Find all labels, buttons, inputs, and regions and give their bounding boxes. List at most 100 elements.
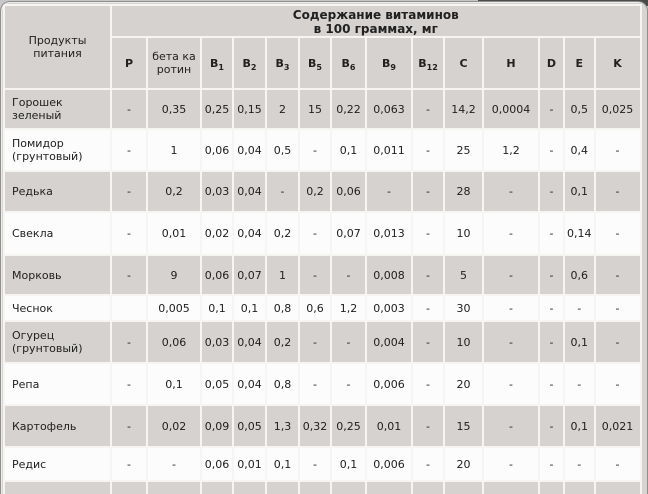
product-cell: Редис (5, 448, 110, 480)
value-cell: 1 (267, 256, 298, 294)
empty-cell (595, 482, 640, 494)
value-cell: - (413, 90, 443, 128)
value-cell: - (484, 322, 538, 362)
value-cell: 0,1 (565, 322, 594, 362)
column-header-B9: B9 (367, 38, 411, 88)
group-header-line1: Содержание витаминов (292, 8, 459, 22)
value-cell: - (484, 364, 538, 404)
value-cell: 0,01 (234, 448, 265, 480)
value-cell: - (540, 296, 563, 320)
value-cell: 5 (445, 256, 482, 294)
value-cell: - (595, 130, 640, 170)
column-header-C: C (445, 38, 482, 88)
column-header-subscript: 9 (390, 62, 396, 72)
value-cell: 0,03 (202, 172, 232, 211)
table-header-row-1: Продукты питания Содержание витаминов в … (5, 6, 640, 88)
value-cell: 0,025 (595, 90, 640, 128)
table-row: Редис - -0,06 0,01 0,1-0,1 0,006-20- - - - (5, 448, 640, 480)
value-cell: - (267, 172, 298, 211)
value-cell: - (484, 448, 538, 480)
vitamins-group-header: Содержание витаминов в 100 граммах, мг (112, 6, 640, 36)
column-header-subscript: 1 (218, 62, 224, 72)
empty-cell (367, 482, 411, 494)
value-cell: - (413, 256, 443, 294)
value-cell: - (112, 90, 146, 128)
column-header-бета каротин: бета каротин (148, 38, 200, 88)
column-header-B3: B3 (267, 38, 298, 88)
value-cell: 0,02 (202, 213, 232, 254)
value-cell: 0,004 (367, 322, 411, 362)
value-cell: - (540, 322, 563, 362)
empty-cell (484, 482, 538, 494)
value-cell: 0,14 (565, 213, 594, 254)
value-cell: - (300, 213, 330, 254)
product-cell: Свекла (5, 213, 110, 254)
value-cell: - (540, 213, 563, 254)
table-row: Картофель -0,02 0,09 0,05 1,3 0,32 0,25 0,01-15… (5, 406, 640, 446)
value-cell: 30 (445, 296, 482, 320)
column-header-subscript: 2 (250, 62, 257, 72)
table-row: Горошек зеленый -0,35 0,25 0,15 2 15 0,22 0,063… (5, 90, 640, 128)
value-cell: - (112, 213, 146, 254)
column-header-subscript: 6 (349, 62, 356, 72)
column-header-subscript: 12 (426, 62, 438, 72)
empty-cell (234, 482, 265, 494)
table-row: Огурец (грунтовый) -0,06 0,03 0,04 0,2- -0,00… (5, 322, 640, 362)
value-cell: 0,15 (234, 90, 265, 128)
value-cell: 0,5 (565, 90, 594, 128)
empty-cell (112, 482, 146, 494)
value-cell: 0,008 (367, 256, 411, 294)
column-header-K: K (595, 38, 640, 88)
products-column-header: Продукты питания (5, 6, 110, 88)
value-cell: 1 (148, 130, 200, 170)
value-cell: - (413, 406, 443, 446)
empty-cell (413, 482, 443, 494)
value-cell: - (595, 364, 640, 404)
value-cell: 0,8 (267, 296, 298, 320)
value-cell: - (300, 448, 330, 480)
value-cell: - (595, 296, 640, 320)
column-header-subscript: 3 (283, 62, 290, 72)
product-cell: Редька (5, 172, 110, 211)
value-cell: 0,0004 (484, 90, 538, 128)
group-header-line2: в 100 граммах, мг (313, 22, 438, 36)
value-cell: 28 (445, 172, 482, 211)
column-header-B1: B1 (202, 38, 232, 88)
value-cell: - (540, 448, 563, 480)
value-cell: - (595, 256, 640, 294)
value-cell: 0,1 (332, 130, 365, 170)
value-cell: 0,1 (267, 448, 298, 480)
value-cell: 0,4 (565, 130, 594, 170)
value-cell: - (300, 130, 330, 170)
empty-cell (332, 482, 365, 494)
value-cell: 0,03 (202, 322, 232, 362)
value-cell: - (367, 172, 411, 211)
value-cell: 0,06 (148, 322, 200, 362)
value-cell: - (595, 213, 640, 254)
value-cell: - (484, 172, 538, 211)
column-header-B6: B6 (332, 38, 365, 88)
value-cell: 0,05 (202, 364, 232, 404)
value-cell: - (300, 364, 330, 404)
column-header-E: E (565, 38, 594, 88)
value-cell: 0,01 (367, 406, 411, 446)
value-cell: 0,063 (367, 90, 411, 128)
value-cell: 0,003 (367, 296, 411, 320)
value-cell: - (332, 322, 365, 362)
value-cell: - (540, 256, 563, 294)
value-cell: - (112, 448, 146, 480)
value-cell: 0,04 (234, 172, 265, 211)
value-cell: 0,32 (300, 406, 330, 446)
table-row: Свекла -0,01 0,02 0,04 0,2-0,07 0,013-10- -0,1… (5, 213, 640, 254)
value-cell: 0,02 (148, 406, 200, 446)
vitamins-table-wrapper: Продукты питания Содержание витаминов в … (3, 4, 642, 494)
value-cell: - (112, 172, 146, 211)
value-cell: 0,01 (148, 213, 200, 254)
column-header-D: D (540, 38, 563, 88)
value-cell: 0,006 (367, 448, 411, 480)
value-cell: 0,2 (300, 172, 330, 211)
value-cell: 0,04 (234, 364, 265, 404)
column-header-subscript: 5 (316, 62, 322, 72)
value-cell: 0,1 (202, 296, 232, 320)
